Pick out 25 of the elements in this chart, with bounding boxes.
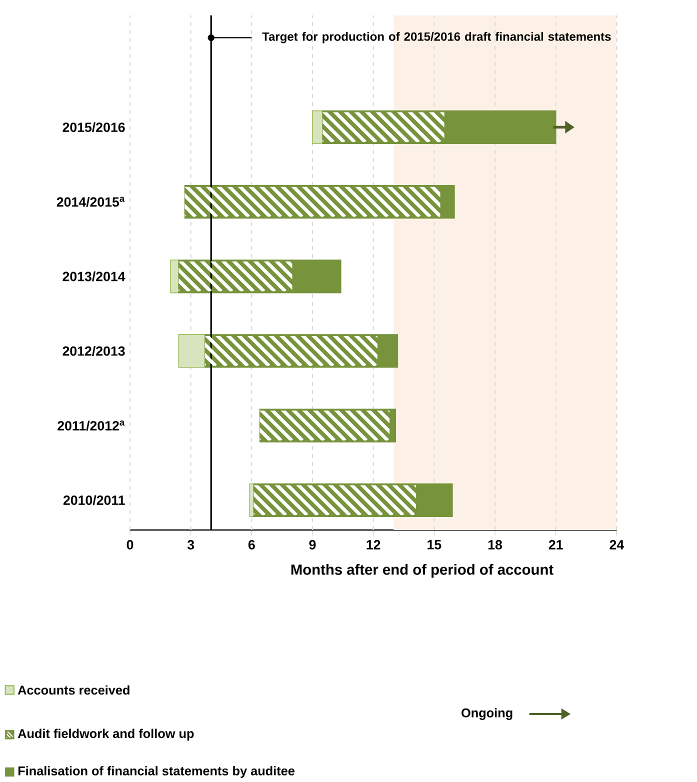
y-tick-label: 2015/2016 xyxy=(62,122,125,132)
legend-label: Accounts received xyxy=(18,685,130,695)
x-tick-label: 18 xyxy=(488,540,502,550)
y-tick-label: 2013/2014 xyxy=(62,271,126,282)
x-tick-label: 12 xyxy=(366,540,380,550)
legend-label: Audit fieldwork and follow up xyxy=(18,728,194,741)
bar xyxy=(249,483,254,517)
x-tick-label: 0 xyxy=(126,540,134,550)
y-tick-label: 2012/2013 xyxy=(62,346,125,356)
x-tick-label: 24 xyxy=(610,540,624,550)
text: Ongoing xyxy=(462,708,512,720)
x-tick-label: 15 xyxy=(428,540,442,550)
x-tick-label: 3 xyxy=(187,540,194,550)
x-axis-title: Months after end of period of account xyxy=(291,564,554,578)
bar xyxy=(178,334,206,368)
bar xyxy=(312,110,324,144)
y-tick-label: 2011/2012$^{a}$ xyxy=(58,420,125,431)
x-tick-label: 6 xyxy=(248,540,255,550)
legend-label: Finalisation of financial statements by auditee xyxy=(18,766,294,778)
x-tick-label: 21 xyxy=(548,540,563,550)
y-tick-label: 2010/2011 xyxy=(63,495,125,506)
bar xyxy=(170,260,180,294)
x-tick-label: 9 xyxy=(309,540,316,550)
ref-line-label: Target for production of 2015/2016 draft financial statements xyxy=(262,32,611,44)
y-tick-label: 2014/2015$^{a}$ xyxy=(56,196,125,207)
